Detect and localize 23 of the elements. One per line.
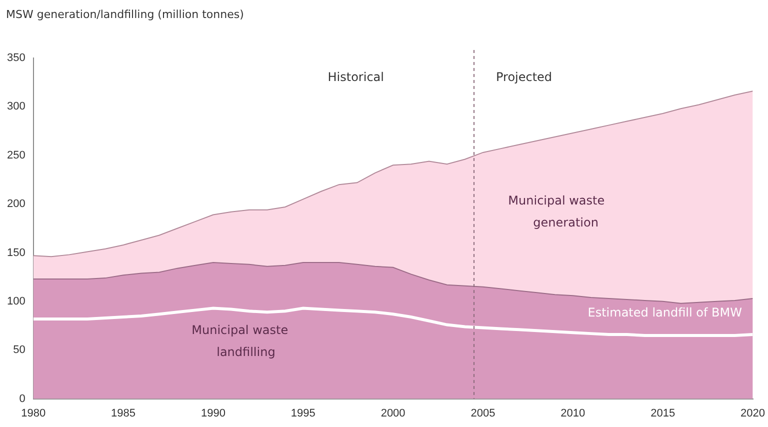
annotation: Projected <box>496 70 552 84</box>
y-axis-title: MSW generation/landfilling (million tonnes) <box>6 8 244 21</box>
x-tick-label: 2005 <box>470 407 496 420</box>
y-tick-label: 0 <box>19 392 26 405</box>
series-label: Municipal waste landfilling <box>192 322 288 359</box>
x-tick-label: 1990 <box>200 407 226 420</box>
x-tick-label: 1985 <box>111 407 136 420</box>
annotation: Historical <box>328 70 384 84</box>
x-tick-label: 2000 <box>380 407 406 420</box>
y-tick-label: 250 <box>6 149 26 162</box>
x-tick-label: 1980 <box>21 407 46 420</box>
x-tick-label: 1995 <box>290 407 316 420</box>
y-tick-label: 200 <box>6 198 26 210</box>
y-tick-label: 150 <box>6 246 26 259</box>
x-tick-label: 2010 <box>560 407 586 420</box>
y-tick-label: 50 <box>13 344 26 356</box>
y-tick-label: 300 <box>6 100 26 113</box>
series-label: Municipal waste generation <box>508 193 605 230</box>
x-tick-label: 2020 <box>740 407 766 420</box>
y-tick-label: 100 <box>6 295 26 308</box>
series-label: Estimated landfill of BMW <box>588 306 742 320</box>
x-tick-label: 2015 <box>650 407 676 420</box>
y-tick-label: 350 <box>6 52 26 64</box>
